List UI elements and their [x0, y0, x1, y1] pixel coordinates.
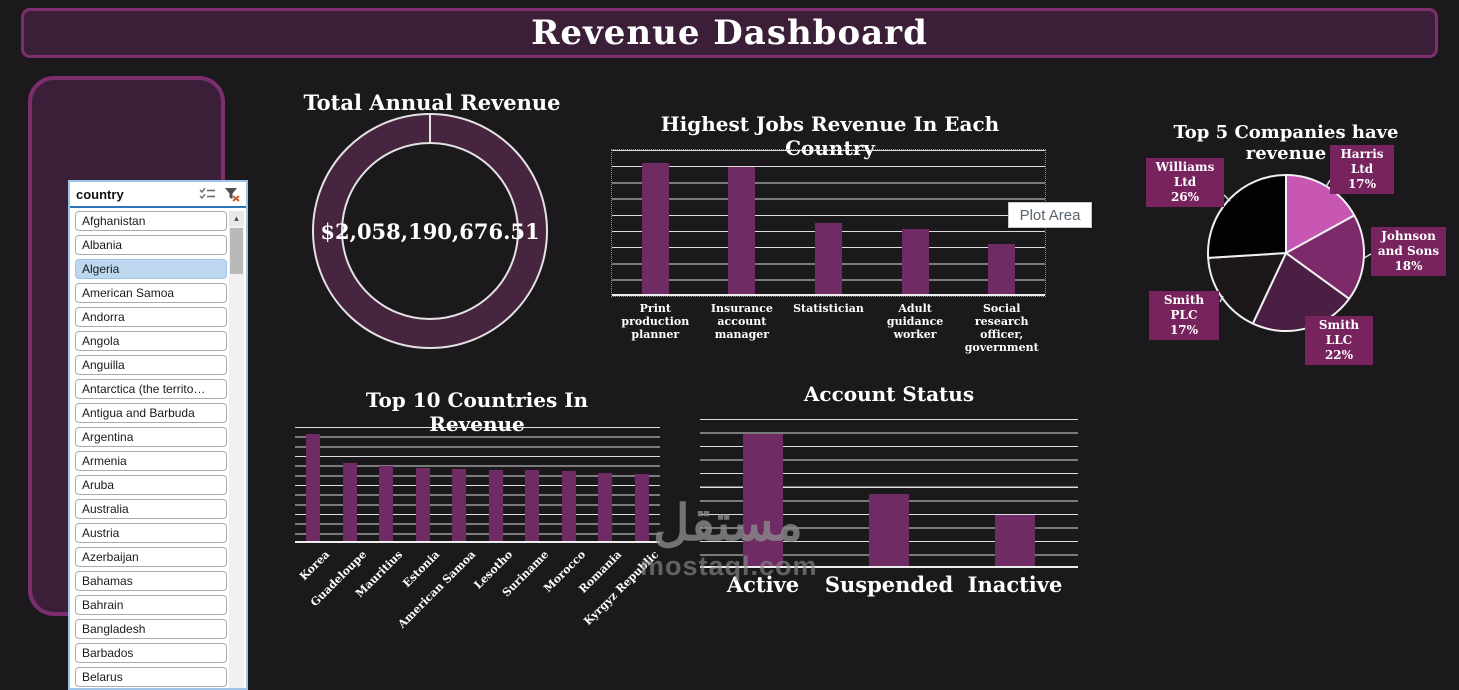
- chart-bar[interactable]: [995, 515, 1035, 566]
- chart-bar[interactable]: [598, 473, 613, 541]
- pie-slice[interactable]: [1285, 174, 1356, 254]
- slicer-item[interactable]: Antarctica (the territo…: [75, 379, 227, 399]
- slicer-item[interactable]: Aruba: [75, 475, 227, 495]
- multi-select-icon[interactable]: [199, 187, 216, 201]
- chart-bar[interactable]: [488, 470, 503, 541]
- axis-category-label: Social research officer, government: [964, 302, 1039, 354]
- slicer-item[interactable]: Bahamas: [75, 571, 227, 591]
- clear-filter-icon[interactable]: [224, 187, 240, 202]
- slicer-item[interactable]: Azerbaijan: [75, 547, 227, 567]
- pie-label-williams-ltd: Williams Ltd 26%: [1146, 158, 1224, 207]
- pie-slice[interactable]: [1285, 214, 1365, 300]
- pie-label-smith-llc: Smith LLC 22%: [1305, 316, 1373, 365]
- pie-callout-line: [1363, 253, 1372, 259]
- dashboard-title-banner: Revenue Dashboard: [21, 8, 1438, 58]
- chart-bar[interactable]: [342, 463, 357, 541]
- slicer-header: country: [70, 182, 246, 208]
- pie-callout-line: [1219, 295, 1224, 303]
- axis-category-label: Active: [726, 572, 800, 597]
- account-status-title: Account Status: [803, 382, 975, 406]
- account-status-axis-labels: Active Suspended Inactive: [700, 572, 1078, 602]
- top10-bar-chart-plot-area[interactable]: [295, 427, 660, 543]
- top5-companies-pie-chart[interactable]: Harris Ltd 17% Johnson and Sons 18% Smit…: [1128, 108, 1458, 368]
- slicer-item[interactable]: Algeria: [75, 259, 227, 279]
- chart-bar[interactable]: [415, 468, 430, 541]
- total-revenue-donut-chart[interactable]: $2,058,190,676.51: [312, 113, 548, 349]
- country-slicer-shell: country Afghanistan Albania Algeria America…: [28, 76, 248, 690]
- chart-bar[interactable]: [869, 494, 909, 566]
- scroll-up-arrow[interactable]: ▲: [229, 211, 244, 226]
- chart-bar[interactable]: [815, 223, 842, 294]
- slicer-item[interactable]: Australia: [75, 499, 227, 519]
- slicer-item[interactable]: Antigua and Barbuda: [75, 403, 227, 423]
- slicer-item[interactable]: American Samoa: [75, 283, 227, 303]
- slicer-item[interactable]: Austria: [75, 523, 227, 543]
- slicer-item-list: Afghanistan Albania Algeria American Samoa A…: [75, 211, 227, 688]
- slicer-item[interactable]: Bangladesh: [75, 619, 227, 639]
- axis-category-label: Insurance account manager: [710, 302, 773, 341]
- jobs-chart-title: Highest Jobs Revenue In Each Country: [660, 112, 1000, 160]
- pie-callout-line: [1223, 194, 1231, 202]
- slicer-item[interactable]: Belarus: [75, 667, 227, 687]
- jobs-bar-chart-plot-area[interactable]: [611, 149, 1046, 297]
- chart-bar[interactable]: [901, 229, 929, 294]
- jobs-axis-labels: Print production planner Insurance accoun…: [612, 302, 1045, 362]
- chart-bar[interactable]: [452, 469, 467, 541]
- axis-category-label: Statistician: [793, 302, 864, 315]
- chart-bar[interactable]: [743, 434, 783, 566]
- scrollbar-thumb[interactable]: [230, 228, 243, 274]
- chart-bar[interactable]: [525, 470, 540, 541]
- tooltip-text: Plot Area: [1019, 206, 1081, 224]
- slicer-item[interactable]: Albania: [75, 235, 227, 255]
- pie-slice[interactable]: [1207, 252, 1287, 325]
- chart-bar[interactable]: [728, 167, 756, 294]
- plot-area-tooltip: Plot Area: [1008, 202, 1092, 228]
- chart-bar[interactable]: [306, 434, 321, 541]
- page-title: Revenue Dashboard: [531, 13, 928, 53]
- slicer-item[interactable]: Afghanistan: [75, 211, 227, 231]
- slicer-item[interactable]: Barbados: [75, 643, 227, 663]
- axis-category-label: Print production planner: [621, 302, 690, 341]
- pie-label-johnson-and-sons: Johnson and Sons 18%: [1371, 227, 1446, 276]
- slicer-item[interactable]: Anguilla: [75, 355, 227, 375]
- slicer-item[interactable]: Angola: [75, 331, 227, 351]
- axis-category-label: Inactive: [967, 572, 1063, 597]
- slicer-title: country: [76, 186, 124, 202]
- slicer-item[interactable]: Bahrain: [75, 595, 227, 615]
- total-revenue-value: $2,058,190,676.51: [320, 218, 540, 244]
- slicer-item[interactable]: Armenia: [75, 451, 227, 471]
- chart-bar[interactable]: [561, 471, 576, 541]
- chart-bar[interactable]: [988, 244, 1016, 294]
- donut-hole: $2,058,190,676.51: [320, 142, 540, 320]
- account-status-plot-area[interactable]: [700, 419, 1078, 568]
- country-slicer: country Afghanistan Albania Algeria America…: [68, 180, 248, 690]
- chart-bar[interactable]: [634, 474, 649, 541]
- axis-category-label: Suspended: [824, 572, 954, 597]
- pie-label-smith-plc: Smith PLC 17%: [1149, 291, 1219, 340]
- donut-segment-divider: [429, 115, 431, 143]
- top10-axis-labels: Korea Guadeloupe Mauritius Estonia American …: [295, 546, 661, 631]
- chart-bar[interactable]: [379, 466, 394, 541]
- chart-bar[interactable]: [641, 163, 669, 294]
- pie-label-harris-ltd: Harris Ltd 17%: [1330, 145, 1394, 194]
- slicer-scrollbar[interactable]: ▲: [229, 211, 244, 688]
- axis-category-label: Adult guidance worker: [886, 302, 944, 341]
- pie-callout-line: [1325, 179, 1331, 188]
- total-revenue-title: Total Annual Revenue: [303, 90, 561, 115]
- slicer-item[interactable]: Andorra: [75, 307, 227, 327]
- pie-chart-title: Top 5 Companies have revenue: [1173, 122, 1399, 164]
- slicer-item[interactable]: Argentina: [75, 427, 227, 447]
